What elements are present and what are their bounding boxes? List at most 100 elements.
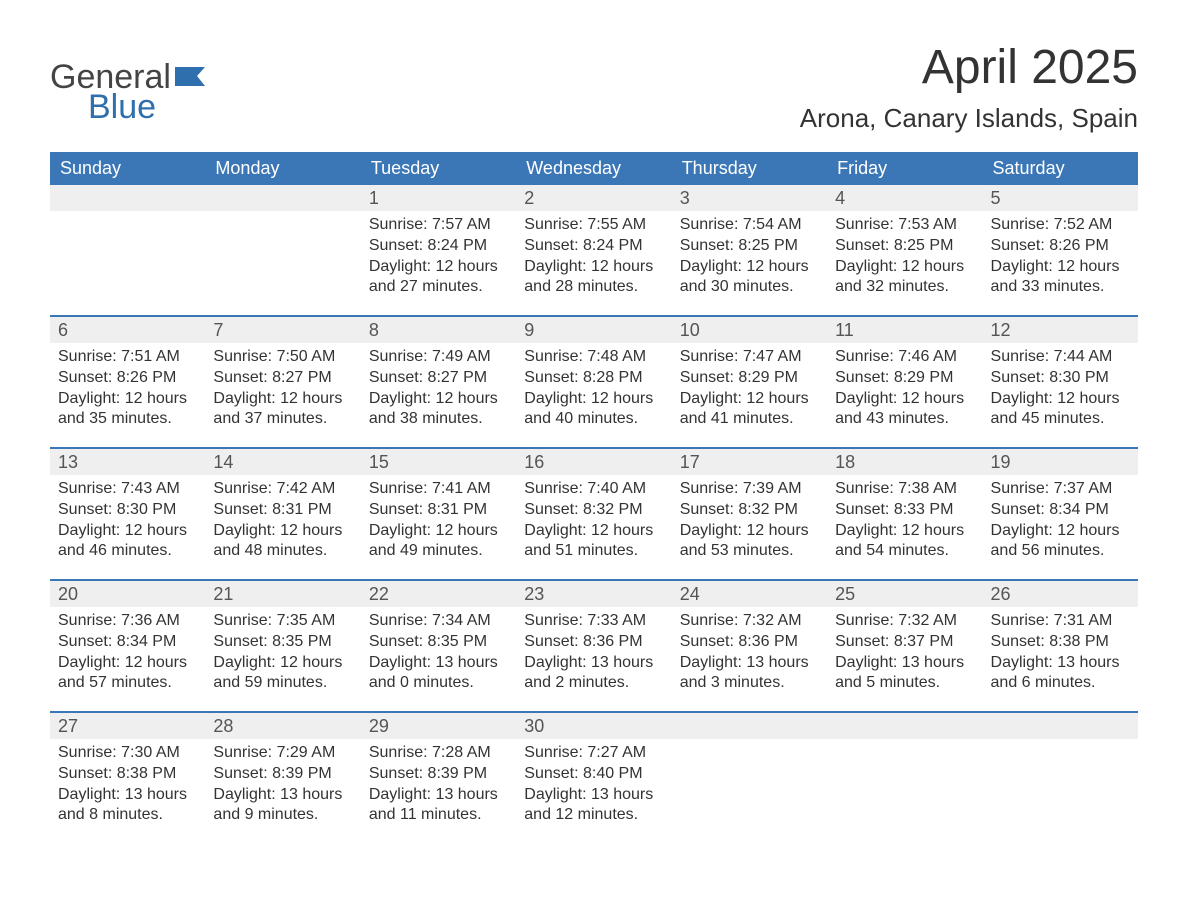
calendar-cell: 17Sunrise: 7:39 AMSunset: 8:32 PMDayligh…: [672, 449, 827, 579]
day-header-cell: Monday: [205, 152, 360, 185]
sunset-text: Sunset: 8:32 PM: [524, 500, 663, 521]
sunset-text: Sunset: 8:39 PM: [213, 764, 352, 785]
daylight-text: Daylight: 12 hours and 27 minutes.: [369, 257, 508, 299]
page-header: General Blue April 2025 Arona, Canary Is…: [50, 40, 1138, 134]
sunrise-text: Sunrise: 7:40 AM: [524, 479, 663, 500]
sunrise-text: Sunrise: 7:57 AM: [369, 215, 508, 236]
calendar-cell: 4Sunrise: 7:53 AMSunset: 8:25 PMDaylight…: [827, 185, 982, 315]
cell-body: Sunrise: 7:43 AMSunset: 8:30 PMDaylight:…: [50, 475, 205, 572]
daylight-text: Daylight: 13 hours and 9 minutes.: [213, 785, 352, 827]
daylight-text: Daylight: 13 hours and 3 minutes.: [680, 653, 819, 695]
logo: General Blue: [50, 40, 209, 124]
day-number: [205, 185, 360, 211]
calendar-cell: 2Sunrise: 7:55 AMSunset: 8:24 PMDaylight…: [516, 185, 671, 315]
daylight-text: Daylight: 13 hours and 5 minutes.: [835, 653, 974, 695]
cell-body: [672, 739, 827, 753]
cell-body: Sunrise: 7:47 AMSunset: 8:29 PMDaylight:…: [672, 343, 827, 440]
calendar-cell: 27Sunrise: 7:30 AMSunset: 8:38 PMDayligh…: [50, 713, 205, 843]
sunrise-text: Sunrise: 7:44 AM: [991, 347, 1130, 368]
calendar-cell: [205, 185, 360, 315]
day-number: 24: [672, 581, 827, 607]
day-number: 17: [672, 449, 827, 475]
daylight-text: Daylight: 12 hours and 54 minutes.: [835, 521, 974, 563]
sunrise-text: Sunrise: 7:29 AM: [213, 743, 352, 764]
cell-body: Sunrise: 7:38 AMSunset: 8:33 PMDaylight:…: [827, 475, 982, 572]
daylight-text: Daylight: 12 hours and 41 minutes.: [680, 389, 819, 431]
daylight-text: Daylight: 12 hours and 53 minutes.: [680, 521, 819, 563]
cell-body: [205, 211, 360, 225]
day-number: 15: [361, 449, 516, 475]
sunset-text: Sunset: 8:35 PM: [369, 632, 508, 653]
day-number: 1: [361, 185, 516, 211]
sunset-text: Sunset: 8:24 PM: [524, 236, 663, 257]
sunrise-text: Sunrise: 7:50 AM: [213, 347, 352, 368]
sunset-text: Sunset: 8:34 PM: [991, 500, 1130, 521]
cell-body: Sunrise: 7:52 AMSunset: 8:26 PMDaylight:…: [983, 211, 1138, 308]
cell-body: Sunrise: 7:39 AMSunset: 8:32 PMDaylight:…: [672, 475, 827, 572]
cell-body: Sunrise: 7:37 AMSunset: 8:34 PMDaylight:…: [983, 475, 1138, 572]
sunset-text: Sunset: 8:39 PM: [369, 764, 508, 785]
daylight-text: Daylight: 12 hours and 51 minutes.: [524, 521, 663, 563]
sunrise-text: Sunrise: 7:46 AM: [835, 347, 974, 368]
cell-body: Sunrise: 7:36 AMSunset: 8:34 PMDaylight:…: [50, 607, 205, 704]
sunset-text: Sunset: 8:25 PM: [680, 236, 819, 257]
cell-body: Sunrise: 7:54 AMSunset: 8:25 PMDaylight:…: [672, 211, 827, 308]
day-number: 12: [983, 317, 1138, 343]
calendar-cell: 16Sunrise: 7:40 AMSunset: 8:32 PMDayligh…: [516, 449, 671, 579]
calendar-week: 20Sunrise: 7:36 AMSunset: 8:34 PMDayligh…: [50, 579, 1138, 711]
cell-body: Sunrise: 7:33 AMSunset: 8:36 PMDaylight:…: [516, 607, 671, 704]
day-number: 14: [205, 449, 360, 475]
cell-body: Sunrise: 7:49 AMSunset: 8:27 PMDaylight:…: [361, 343, 516, 440]
sunrise-text: Sunrise: 7:31 AM: [991, 611, 1130, 632]
daylight-text: Daylight: 13 hours and 6 minutes.: [991, 653, 1130, 695]
sunset-text: Sunset: 8:29 PM: [680, 368, 819, 389]
day-number: 10: [672, 317, 827, 343]
sunset-text: Sunset: 8:31 PM: [369, 500, 508, 521]
sunset-text: Sunset: 8:26 PM: [58, 368, 197, 389]
calendar-cell: 30Sunrise: 7:27 AMSunset: 8:40 PMDayligh…: [516, 713, 671, 843]
sunrise-text: Sunrise: 7:54 AM: [680, 215, 819, 236]
day-number: 25: [827, 581, 982, 607]
daylight-text: Daylight: 12 hours and 49 minutes.: [369, 521, 508, 563]
day-number: 2: [516, 185, 671, 211]
daylight-text: Daylight: 12 hours and 32 minutes.: [835, 257, 974, 299]
calendar-cell: 28 Sunrise: 7:29 AMSunset: 8:39 PMDayligh…: [205, 713, 360, 843]
sunset-text: Sunset: 8:27 PM: [213, 368, 352, 389]
calendar-week: 27Sunrise: 7:30 AMSunset: 8:38 PMDayligh…: [50, 711, 1138, 843]
calendar-cell: 12Sunrise: 7:44 AMSunset: 8:30 PMDayligh…: [983, 317, 1138, 447]
cell-body: Sunrise: 7:50 AMSunset: 8:27 PMDaylight:…: [205, 343, 360, 440]
sunrise-text: Sunrise: 7:42 AM: [213, 479, 352, 500]
calendar-cell: 20Sunrise: 7:36 AMSunset: 8:34 PMDayligh…: [50, 581, 205, 711]
sunrise-text: Sunrise: 7:35 AM: [213, 611, 352, 632]
cell-body: Sunrise: 7:55 AMSunset: 8:24 PMDaylight:…: [516, 211, 671, 308]
cell-body: [50, 211, 205, 225]
day-number: [672, 713, 827, 739]
daylight-text: Daylight: 12 hours and 43 minutes.: [835, 389, 974, 431]
sunrise-text: Sunrise: 7:51 AM: [58, 347, 197, 368]
day-number: 28: [205, 713, 360, 739]
sunrise-text: Sunrise: 7:48 AM: [524, 347, 663, 368]
day-header-cell: Thursday: [672, 152, 827, 185]
calendar-cell: 18Sunrise: 7:38 AMSunset: 8:33 PMDayligh…: [827, 449, 982, 579]
location-text: Arona, Canary Islands, Spain: [800, 103, 1138, 134]
cell-body: Sunrise: 7:35 AMSunset: 8:35 PMDaylight:…: [205, 607, 360, 704]
cell-body: Sunrise: 7:31 AMSunset: 8:38 PMDaylight:…: [983, 607, 1138, 704]
daylight-text: Daylight: 13 hours and 2 minutes.: [524, 653, 663, 695]
calendar-cell: 13Sunrise: 7:43 AMSunset: 8:30 PMDayligh…: [50, 449, 205, 579]
cell-body: Sunrise: 7:27 AMSunset: 8:40 PMDaylight:…: [516, 739, 671, 836]
sunset-text: Sunset: 8:36 PM: [524, 632, 663, 653]
sunrise-text: Sunrise: 7:49 AM: [369, 347, 508, 368]
sunrise-text: Sunrise: 7:28 AM: [369, 743, 508, 764]
day-number: [50, 185, 205, 211]
calendar-cell: 22Sunrise: 7:34 AMSunset: 8:35 PMDayligh…: [361, 581, 516, 711]
daylight-text: Daylight: 13 hours and 11 minutes.: [369, 785, 508, 827]
calendar-cell: 9Sunrise: 7:48 AMSunset: 8:28 PMDaylight…: [516, 317, 671, 447]
calendar-cell: 1Sunrise: 7:57 AMSunset: 8:24 PMDaylight…: [361, 185, 516, 315]
calendar-cell: 7Sunrise: 7:50 AMSunset: 8:27 PMDaylight…: [205, 317, 360, 447]
day-number: 7: [205, 317, 360, 343]
sunset-text: Sunset: 8:29 PM: [835, 368, 974, 389]
sunset-text: Sunset: 8:27 PM: [369, 368, 508, 389]
day-number: 27: [50, 713, 205, 739]
daylight-text: Daylight: 13 hours and 8 minutes.: [58, 785, 197, 827]
cell-body: Sunrise: 7:44 AMSunset: 8:30 PMDaylight:…: [983, 343, 1138, 440]
